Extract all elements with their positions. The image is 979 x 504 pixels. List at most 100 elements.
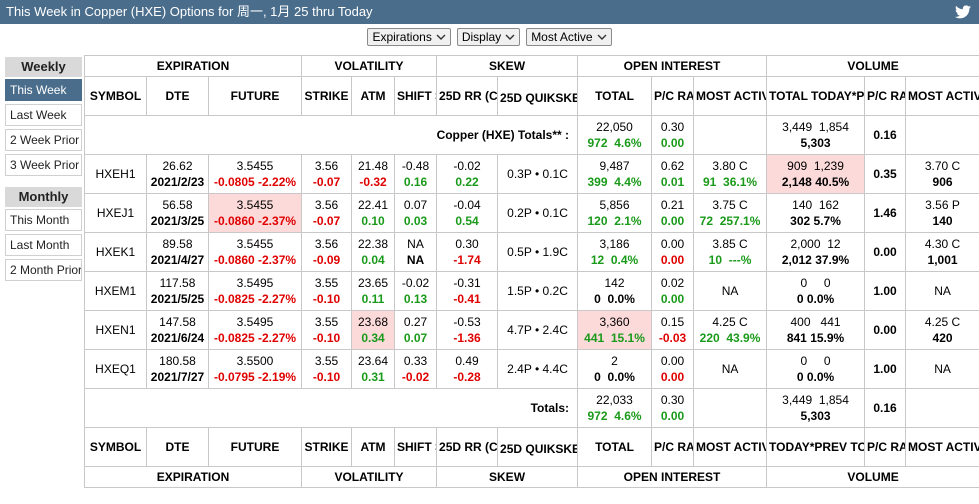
col-dte[interactable]: DTE: [146, 427, 209, 467]
expirations-label: Expirations: [372, 30, 432, 44]
oi-most-active-cell[interactable]: 3.85 C 10 ---%: [693, 232, 768, 272]
strike-cell: 3.56 -0.07: [301, 193, 353, 233]
shift-slide-cell: -0.48 0.16: [394, 154, 438, 194]
most-active-dropdown[interactable]: Most Active: [526, 28, 612, 46]
atm-cell: 21.48 -0.32: [351, 154, 396, 194]
weekly-header: Weekly: [5, 57, 82, 77]
col-oi-pc-ratio[interactable]: P/C RATIO: [651, 76, 695, 116]
col-future[interactable]: FUTURE: [207, 76, 303, 116]
col-rr[interactable]: 25D RR (C-P): [436, 427, 499, 467]
vol-most-active-cell[interactable]: 4.25 C 420: [905, 310, 979, 350]
col-atm[interactable]: ATM: [351, 76, 396, 116]
group-expiration: EXPIRATION: [83, 466, 303, 488]
col-vol-most-active[interactable]: MOST ACTIVE: [905, 76, 979, 116]
oi-total-cell: 9,487 399 4.4%: [577, 154, 653, 194]
symbol-cell[interactable]: HXEM1: [84, 271, 147, 311]
vol-most-active-cell[interactable]: 3.56 P 140: [905, 193, 979, 233]
oi-most-active-cell[interactable]: NA: [693, 349, 768, 389]
table-row[interactable]: HXEN1 147.58 2021/6/24 3.5495 -0.0825 -2.2…: [84, 310, 979, 350]
totals-top-vol-ma: [905, 115, 979, 155]
col-shift-slide[interactable]: SHIFT SLIDE: [394, 427, 438, 467]
options-table: EXPIRATION VOLATILITY SKEW OPEN INTEREST…: [83, 55, 979, 488]
col-shift-slide[interactable]: SHIFT SLIDE: [394, 76, 438, 116]
table-row[interactable]: HXEM1 117.58 2021/5/25 3.5495 -0.0825 -2.2…: [84, 271, 979, 311]
display-dropdown[interactable]: Display: [456, 28, 521, 46]
atm-cell: 23.64 0.31: [351, 349, 396, 389]
symbol-cell[interactable]: HXEK1: [84, 232, 147, 272]
sidebar-item-2-week-prior[interactable]: 2 Week Prior: [5, 129, 82, 151]
chevron-down-icon: [505, 34, 515, 40]
col-symbol[interactable]: SYMBOL: [84, 76, 147, 116]
sidebar-item-last-week[interactable]: Last Week: [5, 104, 82, 126]
col-oi-most-active[interactable]: MOST ACTIVE: [693, 76, 768, 116]
symbol-cell[interactable]: HXEJ1: [84, 193, 147, 233]
col-vol-pc-ratio[interactable]: P/C RATIO: [864, 427, 907, 467]
sidebar-item-2-month-prior[interactable]: 2 Month Prior: [5, 259, 82, 281]
oi-total-cell: 3,360 441 15.1%: [577, 310, 653, 350]
group-footer-row: EXPIRATION VOLATILITY SKEW OPEN INTEREST…: [83, 466, 979, 488]
col-vol-pc-ratio[interactable]: P/C RATIO: [864, 76, 907, 116]
oi-most-active-cell[interactable]: 4.25 C 220 43.9%: [693, 310, 768, 350]
col-oi-total[interactable]: TOTAL: [577, 427, 653, 467]
vol-most-active-cell[interactable]: NA: [905, 349, 979, 389]
sidebar-item-this-month[interactable]: This Month: [5, 209, 82, 231]
quikskew-cell[interactable]: 0.3P • 0.1C: [497, 154, 579, 194]
oi-most-active-cell[interactable]: 3.75 C 72 257.1%: [693, 193, 768, 233]
col-vol-most-active[interactable]: MOST ACTIVE: [905, 427, 979, 467]
sidebar-item-last-month[interactable]: Last Month: [5, 234, 82, 256]
col-quikskew[interactable]: 25D QUIKSKEW®: [497, 76, 579, 116]
col-symbol[interactable]: SYMBOL: [84, 427, 147, 467]
vol-most-active-cell[interactable]: 3.70 C 906: [905, 154, 979, 194]
col-strike[interactable]: STRIKE: [301, 427, 353, 467]
strike-cell: 3.55 -0.10: [301, 349, 353, 389]
oi-most-active-cell[interactable]: 3.80 C 91 36.1%: [693, 154, 768, 194]
future-cell: 3.5495 -0.0825 -2.27%: [207, 271, 303, 311]
col-strike[interactable]: STRIKE: [301, 76, 353, 116]
table-row[interactable]: HXEH1 26.62 2021/2/23 3.5455 -0.0805 -2.22…: [84, 154, 979, 194]
vol-pc-cell: 0.00: [864, 232, 907, 272]
table-row[interactable]: HXEQ1 180.58 2021/7/27 3.5500 -0.0795 -2.1…: [84, 349, 979, 389]
sidebar-item-this-week[interactable]: This Week: [5, 79, 82, 101]
oi-most-active-cell[interactable]: NA: [693, 271, 768, 311]
symbol-cell[interactable]: HXEH1: [84, 154, 147, 194]
col-rr[interactable]: 25D RR (C-P): [436, 76, 499, 116]
strike-cell: 3.55 -0.10: [301, 271, 353, 311]
quikskew-cell[interactable]: 0.5P • 1.9C: [497, 232, 579, 272]
quikskew-cell[interactable]: 1.5P • 0.2C: [497, 271, 579, 311]
rr-cell: -0.53 -1.36: [436, 310, 499, 350]
twitter-bird-icon[interactable]: [955, 5, 971, 19]
col-oi-pc-ratio[interactable]: P/C RATIO: [651, 427, 695, 467]
quikskew-cell[interactable]: 0.2P • 0.1C: [497, 193, 579, 233]
col-vol-total[interactable]: TODAY*PREV TOTAL: [766, 427, 866, 467]
totals-bottom-vol-pc: 0.16: [864, 388, 907, 428]
group-volume: VOLUME: [766, 55, 979, 77]
vol-pc-cell: 1.00: [864, 271, 907, 311]
chevron-down-icon: [436, 34, 446, 40]
totals-bottom-label: Totals:: [83, 388, 579, 428]
col-atm[interactable]: ATM: [351, 427, 396, 467]
table-row[interactable]: HXEK1 89.58 2021/4/27 3.5455 -0.0860 -2.37…: [84, 232, 979, 272]
quikskew-cell[interactable]: 2.4P • 4.4C: [497, 349, 579, 389]
period-sidebar: Weekly This Week Last Week 2 Week Prior …: [5, 57, 82, 284]
quikskew-label: 25D QUIKSKEW: [500, 442, 577, 456]
totals-top-label: Copper (HXE) Totals** :: [83, 115, 579, 155]
col-future[interactable]: FUTURE: [207, 427, 303, 467]
col-dte[interactable]: DTE: [146, 76, 209, 116]
totals-top-vol-pc: 0.16: [864, 115, 907, 155]
volume-cell: 2,000 12 2,012 37.9%: [766, 232, 866, 272]
sidebar-item-3-week-prior[interactable]: 3 Week Prior: [5, 154, 82, 176]
quikskew-cell[interactable]: 4.7P • 2.4C: [497, 310, 579, 350]
symbol-cell[interactable]: HXEQ1: [84, 349, 147, 389]
col-quikskew[interactable]: 25D QUIKSKEW®: [497, 427, 579, 467]
dte-cell: 147.58 2021/6/24: [146, 310, 209, 350]
vol-most-active-cell[interactable]: 4.30 C 1,001: [905, 232, 979, 272]
symbol-cell[interactable]: HXEN1: [84, 310, 147, 350]
col-oi-total[interactable]: TOTAL: [577, 76, 653, 116]
col-vol-total[interactable]: TOTAL TODAY*PREV: [766, 76, 866, 116]
table-row[interactable]: HXEJ1 56.58 2021/3/25 3.5455 -0.0860 -2.37…: [84, 193, 979, 233]
col-oi-most-active[interactable]: MOST ACTIVE: [693, 427, 768, 467]
quikskew-label: 25D QUIKSKEW: [500, 91, 577, 105]
expirations-dropdown[interactable]: Expirations: [367, 28, 451, 46]
vol-most-active-cell[interactable]: NA: [905, 271, 979, 311]
